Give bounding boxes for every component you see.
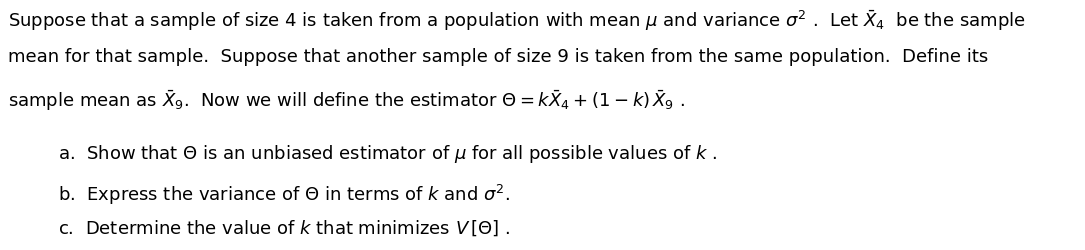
Text: Suppose that a sample of size 4 is taken from a population with mean $\mu$ and v: Suppose that a sample of size 4 is taken… — [8, 8, 1025, 32]
Text: b.  Express the variance of $\Theta$ in terms of $k$ and $\sigma^2$.: b. Express the variance of $\Theta$ in t… — [58, 183, 510, 207]
Text: a.  Show that $\Theta$ is an unbiased estimator of $\mu$ for all possible values: a. Show that $\Theta$ is an unbiased est… — [58, 143, 717, 165]
Text: mean for that sample.  Suppose that another sample of size 9 is taken from the s: mean for that sample. Suppose that anoth… — [8, 48, 988, 66]
Text: sample mean as $\bar{X}_9$.  Now we will define the estimator $\Theta = k\bar{X}: sample mean as $\bar{X}_9$. Now we will … — [8, 88, 685, 112]
Text: c.  Determine the value of $k$ that minimizes $V\,[\Theta]$ .: c. Determine the value of $k$ that minim… — [58, 218, 510, 238]
